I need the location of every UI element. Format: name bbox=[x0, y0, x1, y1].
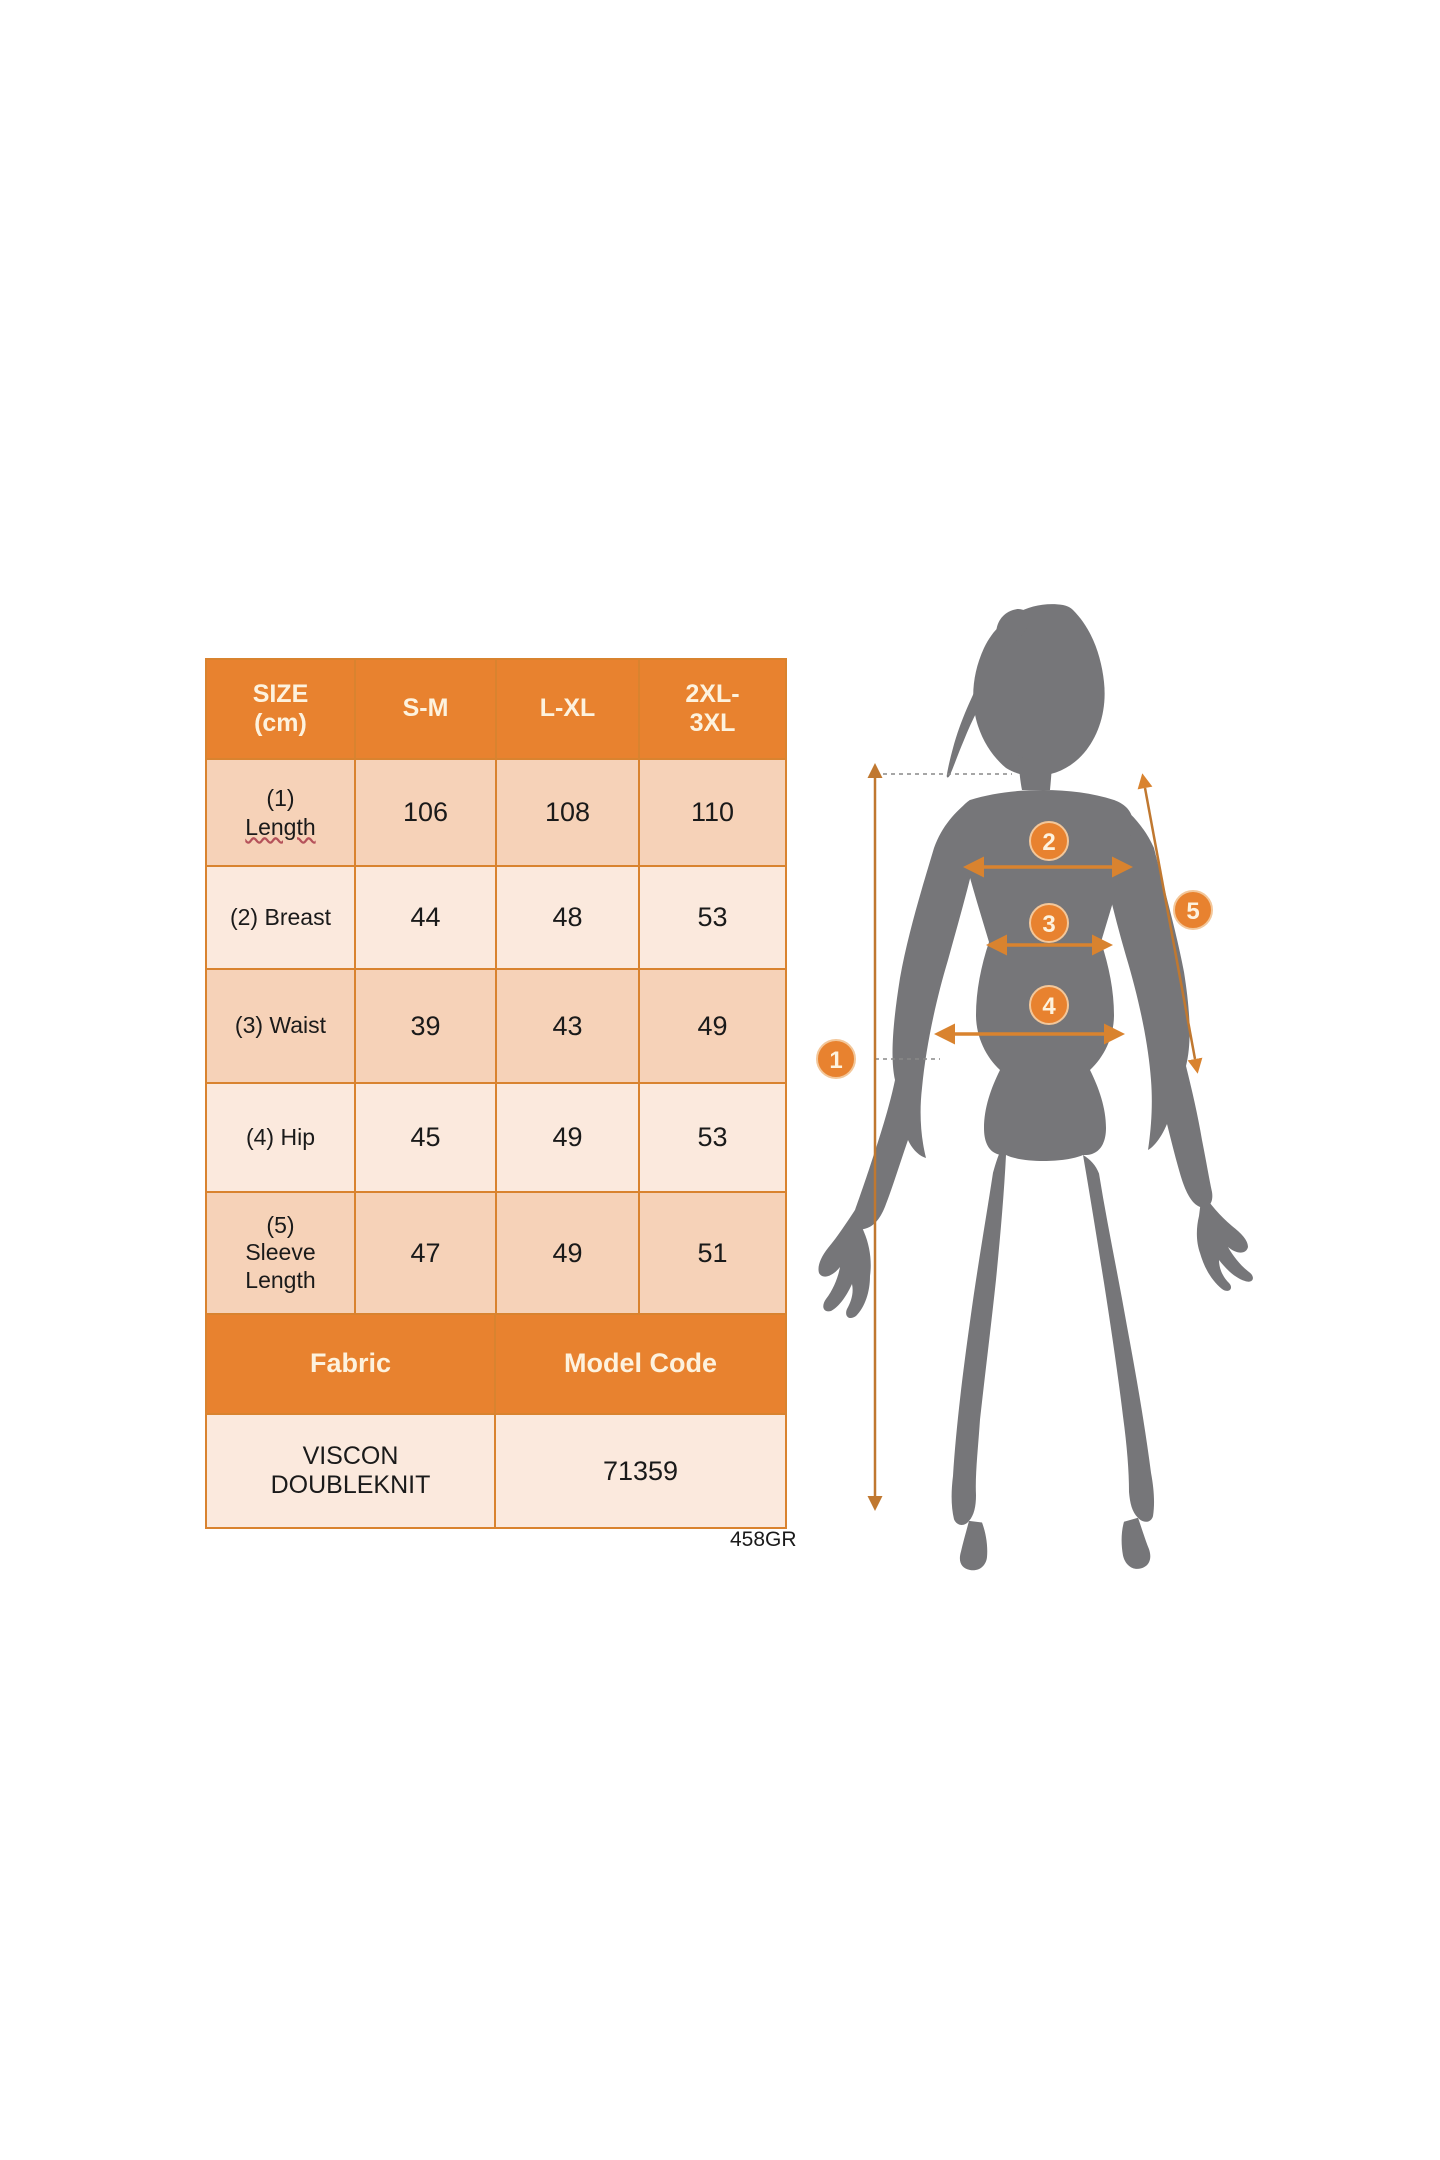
svg-text:3: 3 bbox=[1042, 911, 1055, 938]
svg-text:2: 2 bbox=[1042, 829, 1055, 856]
svg-text:4: 4 bbox=[1042, 993, 1056, 1020]
svg-text:1: 1 bbox=[829, 1047, 842, 1074]
svg-text:5: 5 bbox=[1186, 898, 1199, 925]
